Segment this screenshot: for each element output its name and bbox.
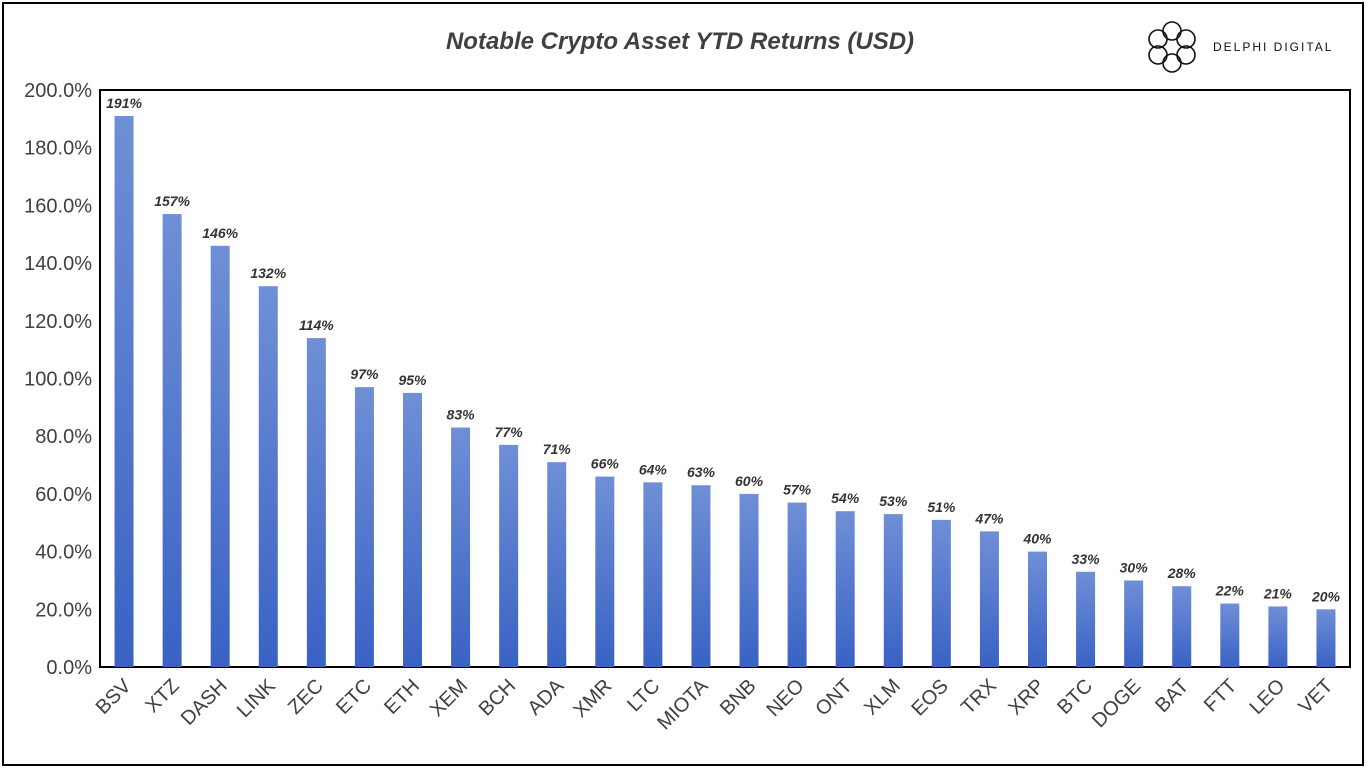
bar-bsv <box>114 115 134 668</box>
y-tick-label: 60.0% <box>35 484 92 506</box>
bar-xtz <box>162 214 182 667</box>
bar-ftt <box>1220 603 1240 667</box>
data-label: 51% <box>927 499 956 515</box>
bar-ltc <box>643 482 663 667</box>
x-tick-label: LEO <box>1246 675 1290 719</box>
bar-bch <box>499 444 519 667</box>
bar-btc <box>1076 571 1096 667</box>
x-tick-label: LINK <box>233 675 280 722</box>
y-tick-label: 180.0% <box>24 138 92 160</box>
data-label: 40% <box>1022 531 1052 547</box>
y-tick-label: 0.0% <box>46 657 92 679</box>
bar-ont <box>835 511 855 667</box>
x-tick-label: DASH <box>177 675 232 730</box>
data-label: 77% <box>495 424 524 440</box>
x-tick-label: XEM <box>426 675 472 721</box>
bar-xmr <box>595 476 615 667</box>
bar-eos <box>931 519 951 667</box>
x-tick-label: VET <box>1294 675 1337 718</box>
x-tick-label: BTC <box>1053 675 1097 719</box>
bar-vet <box>1316 609 1336 667</box>
y-tick-label: 80.0% <box>35 426 92 448</box>
bar-miota <box>691 485 711 667</box>
data-label: 20% <box>1311 588 1341 604</box>
y-tick-label: 20.0% <box>35 599 92 621</box>
data-label: 64% <box>639 461 668 477</box>
x-tick-label: XRP <box>1004 675 1049 720</box>
y-tick-label: 40.0% <box>35 542 92 564</box>
x-tick-label: MIOTA <box>653 675 713 735</box>
y-tick-label: 120.0% <box>24 311 92 333</box>
data-label: 54% <box>831 490 860 506</box>
x-tick-label: BCH <box>475 675 520 720</box>
bar-xlm <box>883 514 903 667</box>
bar-eth <box>403 392 422 667</box>
data-label: 33% <box>1072 551 1101 567</box>
y-tick-label: 100.0% <box>24 369 92 391</box>
data-label: 191% <box>106 95 142 111</box>
x-tick-label: NEO <box>762 675 808 721</box>
bar-xem <box>451 427 471 667</box>
x-tick-label: ETH <box>380 675 424 719</box>
x-tick-label: XMR <box>569 675 616 722</box>
bar-zec <box>306 338 326 667</box>
data-label: 95% <box>398 372 427 388</box>
data-label: 66% <box>591 456 620 472</box>
data-label: 47% <box>974 510 1004 526</box>
bar-xrp <box>1028 551 1047 667</box>
delphi-logo-icon <box>1148 21 1196 73</box>
bar-bnb <box>739 493 759 667</box>
x-tick-label: FTT <box>1200 675 1241 716</box>
bar-bat <box>1172 586 1192 667</box>
data-label: 83% <box>447 407 476 423</box>
bar-ada <box>547 462 567 667</box>
x-tick-label: BNB <box>716 675 761 720</box>
bar-link <box>258 286 278 667</box>
x-tick-label: ZEC <box>284 675 328 719</box>
x-tick-label: ONT <box>811 675 856 720</box>
bar-etc <box>354 387 374 667</box>
bar-leo <box>1268 606 1288 667</box>
bar-trx <box>979 531 999 667</box>
data-label: 63% <box>687 464 716 480</box>
x-tick-label: XTZ <box>141 675 183 717</box>
data-label: 60% <box>735 473 764 489</box>
data-label: 71% <box>543 441 572 457</box>
x-tick-label: ADA <box>524 675 569 720</box>
data-label: 146% <box>202 225 238 241</box>
data-label: 97% <box>350 366 379 382</box>
data-label: 57% <box>783 482 812 498</box>
data-label: 30% <box>1120 559 1149 575</box>
x-tick-label: DOGE <box>1088 675 1145 732</box>
brand-logo: DELPHI DIGITAL <box>1145 20 1333 74</box>
x-tick-label: ETC <box>332 675 376 719</box>
data-label: 132% <box>250 265 286 281</box>
y-tick-label: 200.0% <box>24 80 92 102</box>
data-label: 157% <box>154 193 190 209</box>
plot-area <box>99 89 1351 668</box>
data-label: 28% <box>1167 565 1197 581</box>
bar-neo <box>787 502 807 667</box>
x-tick-label: XLM <box>860 675 905 720</box>
bar-dash <box>210 245 230 668</box>
x-tick-label: TRX <box>957 675 1001 719</box>
data-label: 53% <box>879 493 908 509</box>
x-tick-label: BSV <box>92 675 136 719</box>
bar-doge <box>1124 580 1144 667</box>
data-label: 21% <box>1263 585 1293 601</box>
x-tick-label: BAT <box>1151 675 1193 717</box>
data-label: 114% <box>299 317 334 333</box>
chart-title: Notable Crypto Asset YTD Returns (USD) <box>445 28 915 55</box>
x-tick-label: LTC <box>623 675 664 716</box>
data-label: 22% <box>1215 583 1245 599</box>
y-tick-label: 160.0% <box>24 195 92 217</box>
brand-name: DELPHI DIGITAL <box>1213 40 1334 54</box>
y-tick-label: 140.0% <box>24 253 92 275</box>
x-tick-label: EOS <box>907 675 952 720</box>
